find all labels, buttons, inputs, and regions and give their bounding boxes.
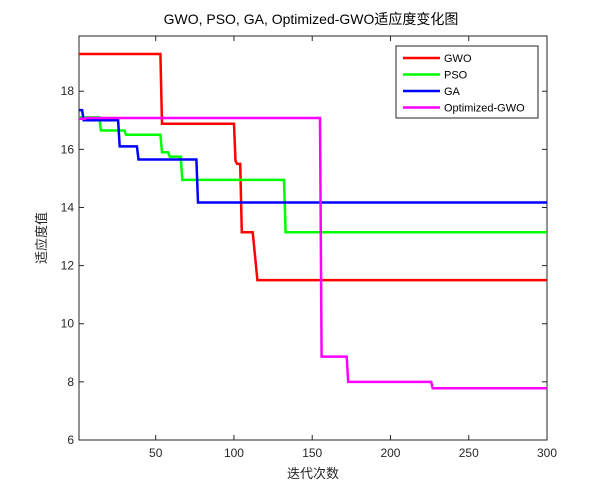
y-tick-label-4: 14 xyxy=(61,200,75,214)
y-tick-label-5: 16 xyxy=(61,142,75,156)
x-tick-label-5: 300 xyxy=(537,446,557,460)
axis-ticks: 50 100 150 200 250 300 6 8 10 12 14 16 18 xyxy=(61,36,557,460)
y-tick-label-2: 10 xyxy=(61,317,75,331)
legend-label-1: PSO xyxy=(444,70,468,82)
legend-label-0: GWO xyxy=(444,53,472,65)
legend-label-2: GA xyxy=(444,86,461,98)
y-tick-label-1: 8 xyxy=(67,375,74,389)
x-tick-label-2: 150 xyxy=(302,446,322,460)
chart-title: GWO, PSO, GA, Optimized-GWO适应度变化图 xyxy=(164,11,459,27)
y-tick-label-0: 6 xyxy=(67,433,74,447)
series-line-0 xyxy=(79,52,547,282)
x-axis-label: 迭代次数 xyxy=(287,466,339,482)
y-tick-label-3: 12 xyxy=(61,259,75,273)
x-tick-label-1: 100 xyxy=(224,446,244,460)
series-line-3 xyxy=(79,116,547,390)
series-lines xyxy=(79,52,547,390)
legend-label-3: Optimized-GWO xyxy=(444,103,525,115)
y-tick-label-6: 18 xyxy=(61,84,75,98)
series-line-1 xyxy=(79,116,547,234)
x-tick-label-3: 200 xyxy=(380,446,400,460)
x-tick-label-4: 250 xyxy=(459,446,479,460)
x-tick-label-0: 50 xyxy=(149,446,163,460)
legend: GWO PSO GA Optimized-GWO xyxy=(395,45,539,119)
series-line-2 xyxy=(79,108,547,204)
y-axis-label: 适应度值 xyxy=(34,212,50,264)
